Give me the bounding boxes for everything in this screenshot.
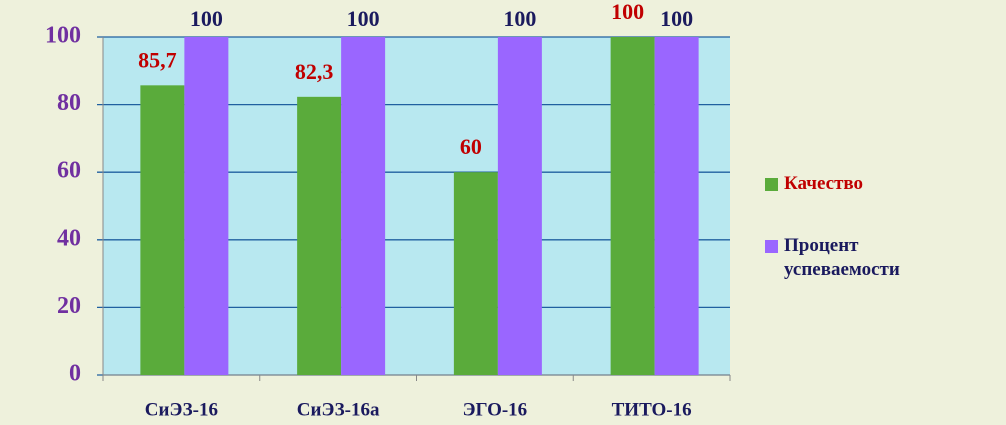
y-tick-label: 0 xyxy=(69,361,81,387)
legend-entry: Процент успеваемости xyxy=(765,234,934,282)
bar xyxy=(140,85,185,376)
y-tick-label: 40 xyxy=(57,225,81,251)
bar xyxy=(610,37,655,375)
bar xyxy=(341,37,386,375)
data-label: 85,7 xyxy=(138,47,177,72)
x-tick-label: СиЭЗ-16а xyxy=(297,399,380,420)
y-tick-label: 100 xyxy=(45,23,81,49)
data-label: 82,3 xyxy=(295,59,334,84)
data-label: 100 xyxy=(347,6,380,31)
x-tick-label: СиЭЗ-16 xyxy=(145,399,218,420)
bar xyxy=(297,96,342,376)
x-tick-label: ТИТО-16 xyxy=(612,399,692,420)
bar xyxy=(453,172,498,375)
y-tick-label: 20 xyxy=(57,293,81,319)
x-tick-label: ЭГО-16 xyxy=(463,399,528,420)
data-label: 100 xyxy=(190,6,223,31)
legend-swatch xyxy=(765,178,778,191)
legend-entry: Качество xyxy=(765,172,934,196)
legend-swatch xyxy=(765,240,778,253)
legend-label: Качество xyxy=(784,173,864,194)
data-label: 100 xyxy=(611,0,644,24)
legend-label: Процент успеваемости xyxy=(784,235,900,280)
bar xyxy=(184,37,229,375)
bar xyxy=(497,37,542,375)
data-label: 60 xyxy=(460,134,482,159)
y-tick-label: 80 xyxy=(57,90,81,116)
data-label: 100 xyxy=(503,6,536,31)
y-tick-label: 60 xyxy=(57,158,81,184)
data-label: 100 xyxy=(660,6,693,31)
bar xyxy=(654,37,699,375)
